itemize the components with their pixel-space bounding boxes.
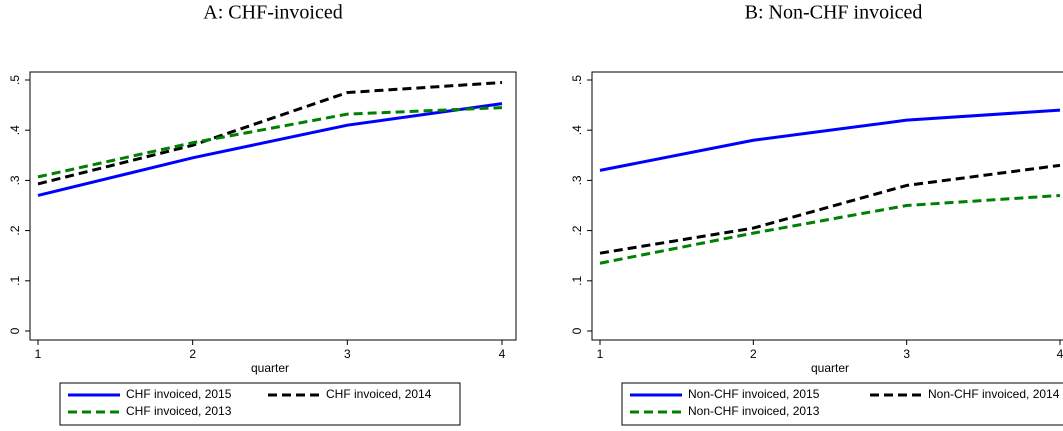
line (599, 193, 1061, 265)
x-tick-label: 1 (35, 347, 42, 361)
y-tick-label: 0 (570, 327, 584, 334)
legend-label: CHF invoiced, 2015 (126, 387, 232, 401)
line (599, 108, 1061, 172)
legend-label: CHF invoiced, 2014 (326, 387, 432, 401)
line (37, 81, 503, 186)
line (37, 102, 503, 197)
legend-label: Non-CHF invoiced, 2014 (928, 387, 1060, 401)
y-tick-label: .5 (570, 75, 584, 85)
y-tick-label: .1 (570, 275, 584, 285)
y-tick-label: .5 (8, 75, 22, 85)
legend-box (621, 382, 1063, 426)
y-tick-label: 0 (8, 327, 22, 334)
chart-title: A: CHF-invoiced (203, 2, 342, 24)
plot-frame (591, 71, 1063, 341)
legend-label: Non-CHF invoiced, 2013 (688, 404, 820, 418)
x-tick-label: 4 (1057, 347, 1063, 361)
x-tick-label: 3 (344, 347, 351, 361)
y-tick-label: .2 (570, 225, 584, 235)
plot-frame (29, 71, 517, 341)
y-tick-label: .4 (570, 125, 584, 135)
chart-title: B: Non-CHF invoiced (745, 2, 923, 24)
line (599, 163, 1061, 255)
x-axis-label: quarter (811, 361, 849, 375)
x-tick-label: 3 (903, 347, 910, 361)
y-tick-label: .4 (8, 125, 22, 135)
y-tick-label: .1 (8, 275, 22, 285)
x-tick-label: 2 (189, 347, 196, 361)
y-tick-label: .3 (570, 175, 584, 185)
y-tick-label: .3 (8, 175, 22, 185)
y-tick-label: .2 (8, 225, 22, 235)
x-axis-label: quarter (251, 361, 289, 375)
legend-box (59, 382, 461, 426)
x-tick-label: 2 (750, 347, 757, 361)
x-tick-label: 4 (499, 347, 506, 361)
x-tick-label: 1 (597, 347, 604, 361)
legend-label: Non-CHF invoiced, 2015 (688, 387, 820, 401)
line (37, 106, 503, 179)
legend-label: CHF invoiced, 2013 (126, 404, 232, 418)
